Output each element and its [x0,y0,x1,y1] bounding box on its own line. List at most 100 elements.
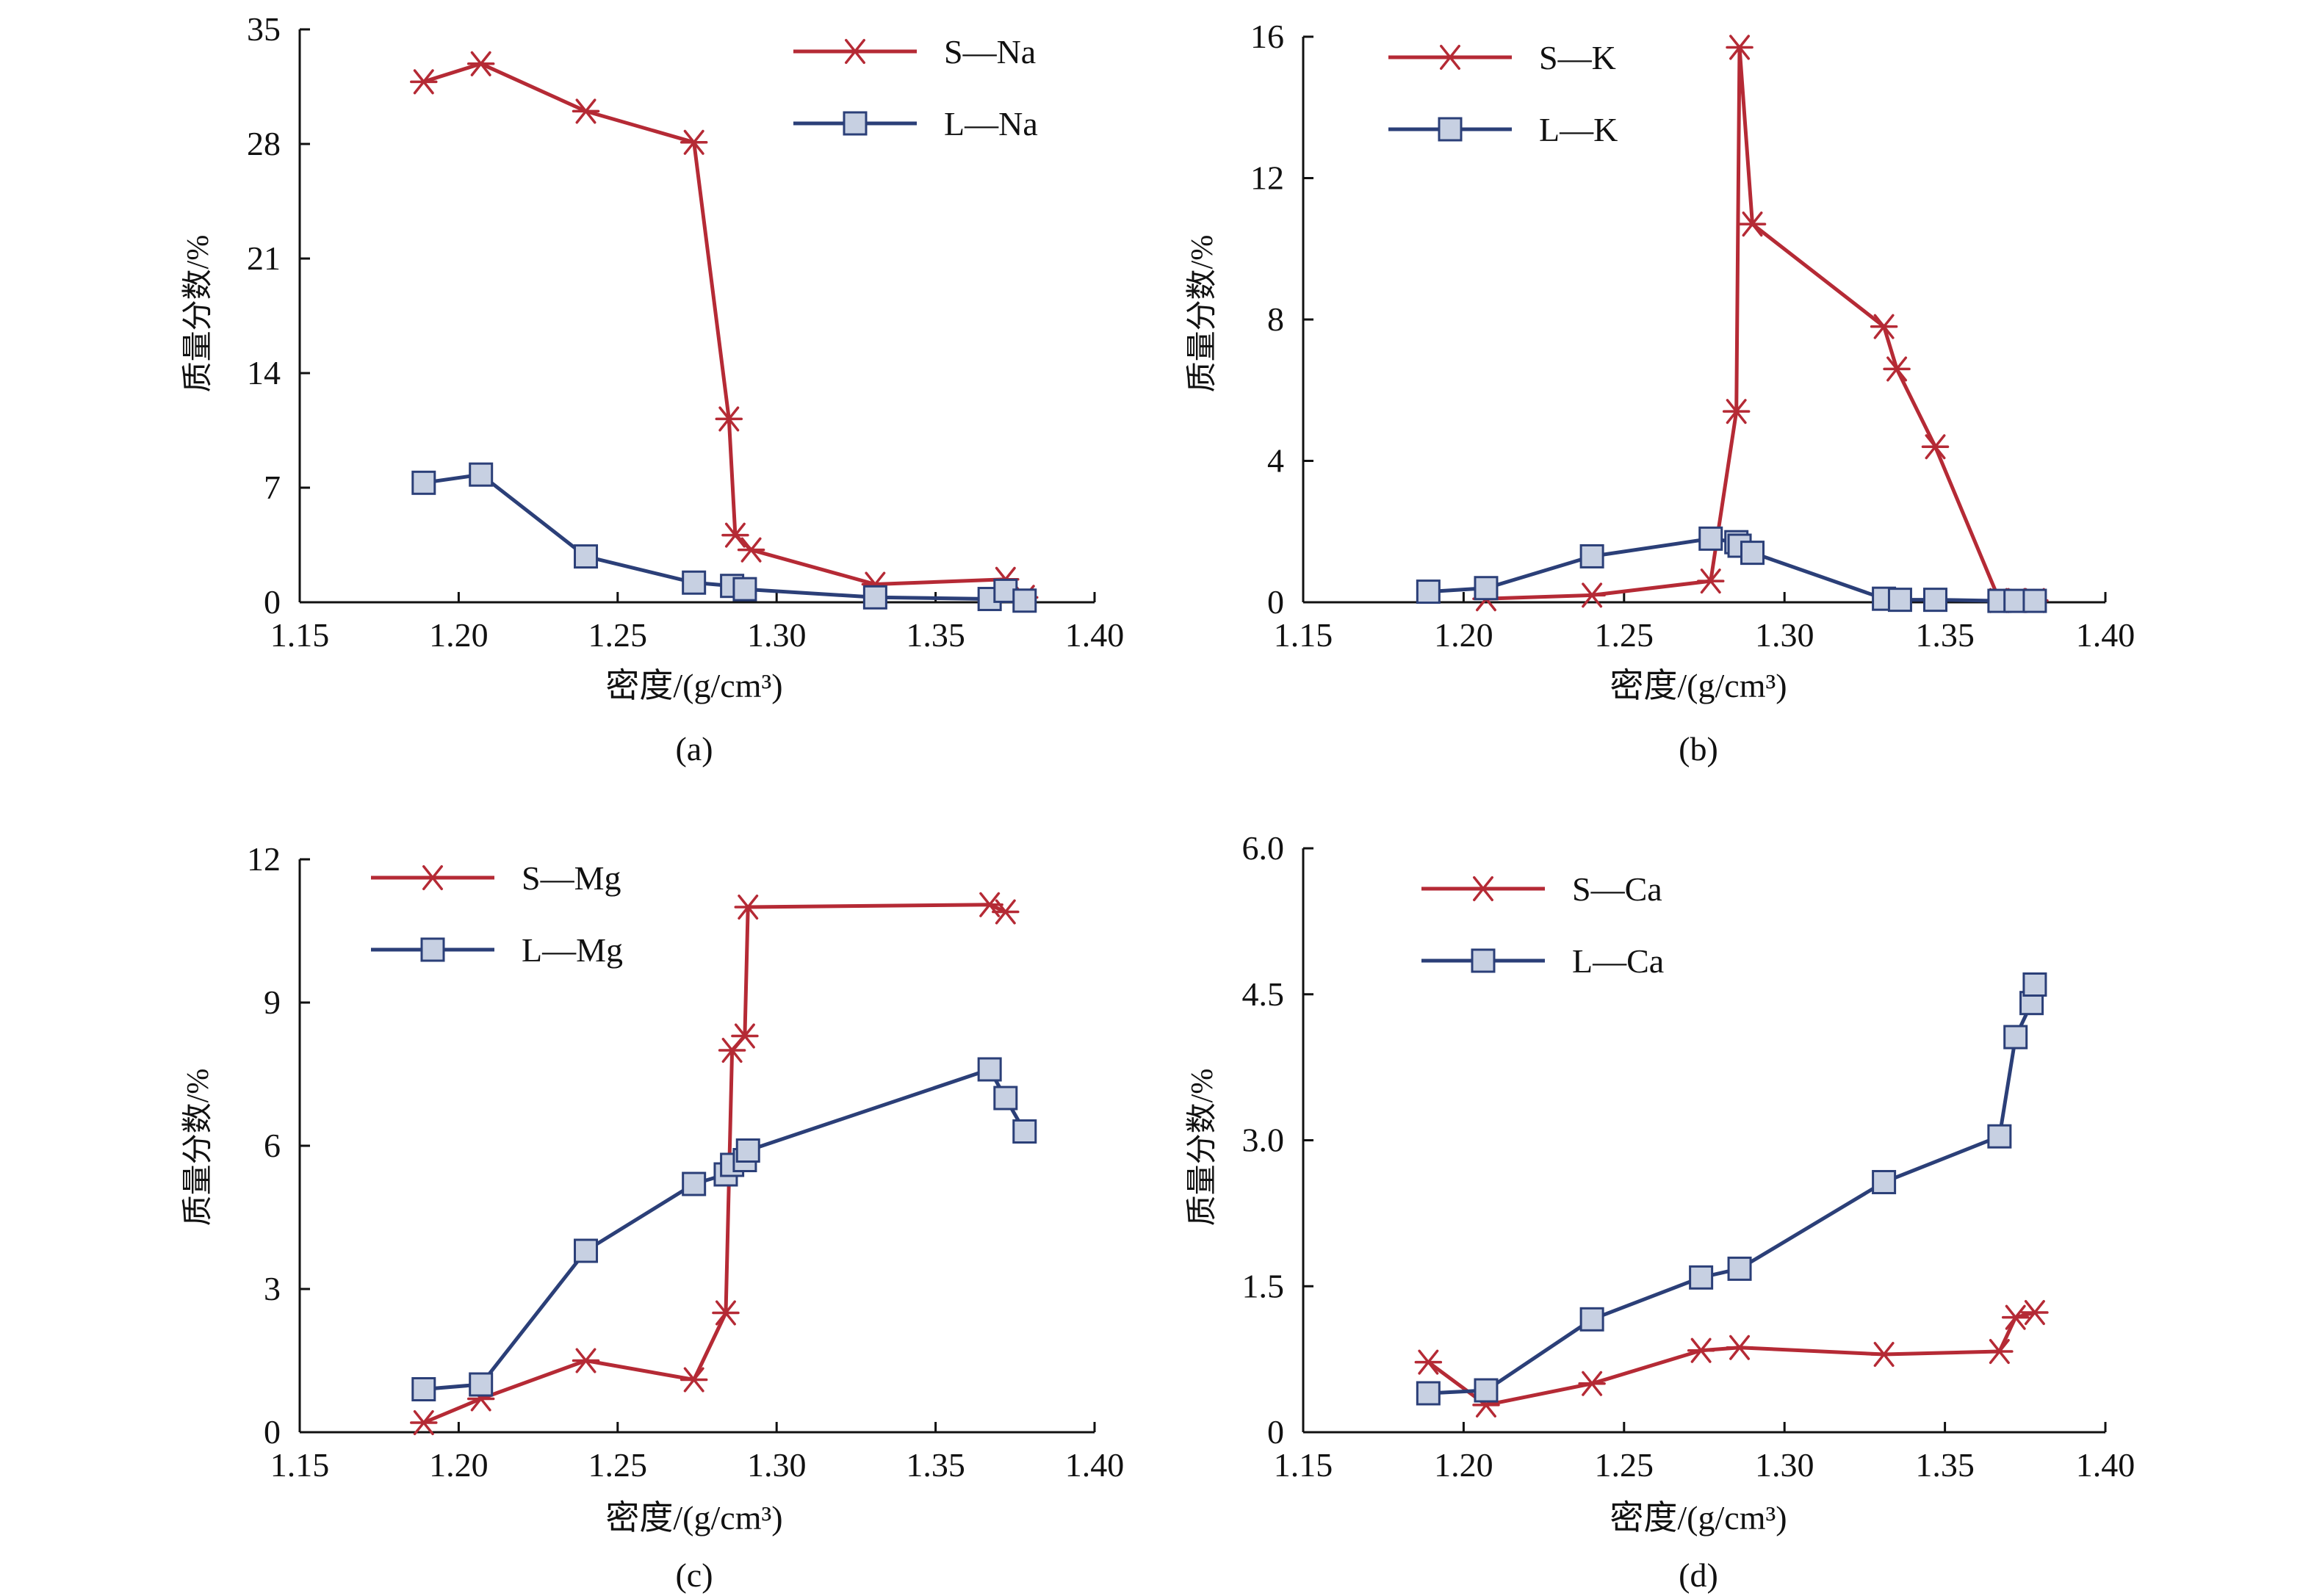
panel-d-x-tick-label: 1.35 [1915,1446,1975,1484]
panel-a-legend-marker-L [843,111,868,136]
panel-c-legend-marker-S [419,864,447,891]
panel-c-x-tick-label: 1.20 [429,1446,489,1484]
panel-b-y-tick-label: 0 [1267,583,1284,621]
panel-d-series-L-point [1689,1265,1714,1290]
panel-a-legend-entry-S: S—Na [793,33,1036,71]
panel-b-x-tick-label: 1.25 [1595,616,1654,654]
panel-b-series-S-point [1726,35,1753,60]
panel-d-series-S-point [1870,1341,1898,1368]
panel-a-x-tick-label: 1.15 [270,616,330,654]
panel-b-plot [1416,35,2049,613]
panel-a-x-tick-label: 1.20 [429,616,489,654]
panel-a-series-L-point [469,462,494,487]
panel-c-series-S-point [712,1300,740,1326]
panel-d-y-tick-label: 0 [1267,1413,1284,1451]
panel-a-series-L-point [1012,588,1037,613]
panel-b-y-tick-label: 4 [1267,442,1284,480]
panel-b-series-L-point [1698,526,1723,551]
panel-c-x-tick-label: 1.15 [270,1446,330,1484]
panel-c-series-L-point [574,1238,599,1263]
panel-c-legend-entry-S: S—Mg [371,859,621,897]
panel-b-series-S-point [1870,314,1898,339]
panel-a-legend-label-S: S—Na [944,33,1036,71]
panel-d-legend: S—Ca L—Ca [1421,870,1664,980]
panel-b-x-tick-label: 1.30 [1755,616,1814,654]
panel-c-series-S-point [410,1409,438,1436]
panel-a: 1.15 1.20 1.25 1.30 1.35 1.40 0 7 14 21 28 35 S—Na L… [181,10,1124,768]
panel-c-legend-marker-L [420,937,445,962]
panel-b-x-tick-label: 1.35 [1915,616,1975,654]
panel-d: 1.15 1.20 1.25 1.30 1.35 1.40 0 1.5 3.0 4.5 6.0 S—… [1186,829,2135,1594]
panel-d-y-tick-label: 1.5 [1242,1267,1285,1304]
panel-d-plot [1414,972,2049,1418]
panel-c-caption: (c) [675,1556,713,1594]
panel-a-x-tick-label: 1.25 [588,616,648,654]
panel-c-y-tick-label: 0 [264,1413,281,1451]
panel-a-legend-entry-L: L—Na [793,105,1038,142]
panel-b-xlabel: 密度/(g/cm³) [1610,667,1787,704]
panel-d-series-L-point [2003,1025,2028,1050]
panel-a-y-tick-label: 21 [247,239,281,277]
panel-d-series-S-point [1726,1335,1753,1360]
panel-c-series-L-point [977,1057,1002,1082]
panel-c-series-L-point [993,1086,1018,1111]
panel-d-series-L-point [1987,1124,2012,1149]
panel-a-x-tick-label: 1.35 [906,616,965,654]
panel-b-series-S-point [1722,399,1751,425]
panel-a-series-L-point [862,585,887,610]
panel-d-legend-marker-L [1471,948,1496,973]
panel-d-series-S-point [1687,1337,1715,1363]
panel-b-x-tick-label: 1.40 [2076,616,2135,654]
panel-c-legend-label-L: L—Mg [522,931,623,969]
panel-a-series-S-point [721,522,749,548]
panel-c-axes: 1.15 1.20 1.25 1.30 1.35 1.40 0 3 6 9 12 [247,840,1124,1484]
panel-c-legend-label-S: S—Mg [522,859,621,897]
panel-a-series-S-point [572,98,600,124]
panel-c-x-tick-label: 1.40 [1065,1446,1125,1484]
panel-c-series-S-point [734,894,762,920]
panel-b-legend-marker-L [1438,117,1463,142]
panel-b-series-L-point [1922,588,1947,613]
panel-a-series-S-point [715,406,743,432]
panel-c-x-tick-label: 1.30 [747,1446,807,1484]
panel-b-y-tick-label: 8 [1267,300,1284,338]
panel-d-series-L-point [1872,1169,1897,1194]
panel-b-legend-label-S: S—K [1539,39,1616,76]
panel-d-x-tick-label: 1.25 [1595,1446,1654,1484]
panel-b-series-S-point [1921,434,1950,460]
panel-a-y-tick-label: 28 [247,125,281,162]
panel-d-series-L-point [1727,1256,1752,1281]
panel-d-series-S-point [1414,1349,1443,1375]
panel-b-legend: S—K L—K [1388,39,1618,148]
panel-a-series-S-point [737,537,765,563]
panel-d-series-S-point [1986,1338,2014,1365]
panel-a-legend: S—Na L—Na [793,33,1038,142]
panel-d-series-S-point [2001,1304,2030,1330]
panel-d-y-tick-label: 3.0 [1242,1122,1285,1159]
panel-d-legend-label-L: L—Ca [1572,942,1664,980]
panel-d-caption: (d) [1679,1556,1718,1594]
panel-b-legend-label-L: L—K [1539,111,1618,148]
panel-c-series-L-point [469,1372,494,1397]
panel-a-xlabel: 密度/(g/cm³) [605,667,782,704]
panel-c-legend-entry-L: L—Mg [371,931,623,969]
panel-c-y-tick-label: 12 [247,840,281,878]
panel-d-series-L-point [1474,1378,1499,1403]
panel-d-legend-entry-L: L—Ca [1421,942,1664,980]
panel-c-x-tick-label: 1.35 [906,1446,965,1484]
panel-d-legend-entry-S: S—Ca [1421,870,1662,908]
panel-b-x-tick-label: 1.20 [1434,616,1493,654]
panel-c-series-L-point [682,1171,707,1196]
panel-a-series-L-point [574,544,599,569]
panel-d-series-L-point [2022,972,2047,997]
panel-d-series-L-point [1416,1381,1441,1406]
panel-a-caption: (a) [675,730,713,768]
panel-d-series-S-point [2021,1299,2049,1326]
panel-d-y-tick-label: 6.0 [1242,829,1285,867]
panel-b-series-S-point [1883,356,1911,382]
panel-b-series-L-point [1416,579,1441,604]
panel-b-series-L-point [1887,588,1912,613]
panel-d-axes: 1.15 1.20 1.25 1.30 1.35 1.40 0 1.5 3.0 4.5 6.0 [1242,829,2135,1484]
panel-d-x-tick-label: 1.15 [1274,1446,1333,1484]
